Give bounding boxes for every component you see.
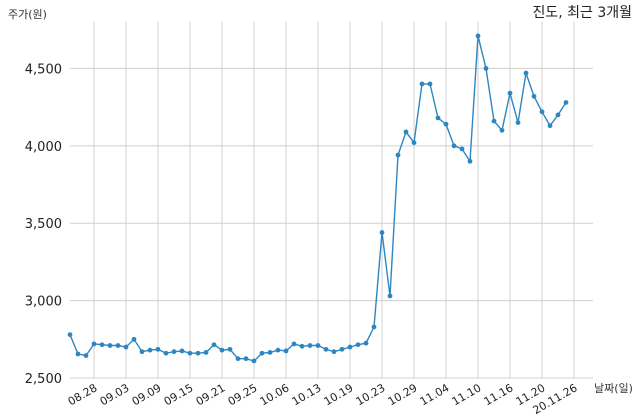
data-point xyxy=(83,353,89,358)
data-point xyxy=(211,342,217,348)
data-point xyxy=(91,341,97,347)
y-axis-ticks: 2,500 3,000 3,500 4,000 4,500 xyxy=(25,62,62,387)
data-point xyxy=(339,346,345,352)
x-tick-label: 10.13 xyxy=(290,381,324,408)
data-point xyxy=(395,152,401,158)
data-point xyxy=(379,230,385,235)
data-point xyxy=(243,356,249,362)
data-point xyxy=(267,350,273,355)
x-tick-label: 10.23 xyxy=(354,381,388,408)
data-point xyxy=(299,343,305,349)
data-point xyxy=(139,349,145,355)
data-point xyxy=(555,112,561,118)
data-point xyxy=(283,348,289,354)
data-point xyxy=(459,146,465,152)
data-point xyxy=(131,336,137,342)
x-axis-label: 날짜(일) xyxy=(594,381,633,395)
data-point xyxy=(179,348,185,354)
data-point xyxy=(435,115,441,121)
y-tick-label: 4,500 xyxy=(25,62,62,77)
data-point xyxy=(403,129,409,135)
data-point xyxy=(171,349,177,355)
data-point xyxy=(515,120,521,126)
x-tick-label: 09.03 xyxy=(98,381,132,408)
data-point xyxy=(323,346,329,352)
data-point xyxy=(75,351,81,357)
data-point xyxy=(235,356,241,362)
data-point xyxy=(331,349,337,355)
data-point xyxy=(155,346,161,352)
data-point xyxy=(491,118,497,124)
x-tick-label: 09.15 xyxy=(162,381,196,408)
y-axis-label: 주가(원) xyxy=(8,8,47,21)
data-point xyxy=(531,93,537,99)
grid xyxy=(70,22,593,379)
y-tick-label: 3,500 xyxy=(25,217,62,232)
x-tick-label: 11.10 xyxy=(450,381,484,408)
data-point xyxy=(371,324,377,330)
data-point xyxy=(499,127,505,133)
data-point xyxy=(187,350,193,356)
x-tick-label: 09.09 xyxy=(130,381,164,408)
x-axis-ticks: 08.2809.0309.0909.1509.2109.2510.0610.13… xyxy=(66,381,580,417)
data-point xyxy=(123,344,129,350)
x-tick-label: 09.21 xyxy=(194,381,228,408)
data-point xyxy=(203,350,209,355)
data-point xyxy=(147,347,153,353)
data-point xyxy=(523,70,529,76)
data-point xyxy=(539,109,545,115)
data-point xyxy=(275,347,281,353)
data-point xyxy=(411,140,417,146)
data-point xyxy=(195,350,201,356)
series-layer xyxy=(67,33,569,364)
data-point xyxy=(427,81,433,87)
x-tick-label: 10.29 xyxy=(386,381,420,408)
data-point xyxy=(387,293,393,299)
data-point xyxy=(547,123,553,129)
y-tick-label: 3,000 xyxy=(25,295,62,310)
data-point xyxy=(475,33,481,39)
data-point xyxy=(363,340,369,346)
data-point xyxy=(291,341,297,347)
x-tick-label: 11.16 xyxy=(482,381,516,408)
data-point xyxy=(355,342,361,348)
chart-title: 진도, 최근 3개월 xyxy=(532,5,632,21)
data-point xyxy=(219,347,225,353)
data-point xyxy=(251,358,257,364)
x-tick-label: 10.06 xyxy=(258,381,292,408)
data-point xyxy=(107,343,113,348)
data-point xyxy=(443,121,449,127)
data-point xyxy=(419,81,425,87)
data-point xyxy=(115,343,121,348)
y-tick-label: 4,000 xyxy=(25,140,62,155)
data-point xyxy=(563,100,569,105)
data-point xyxy=(507,90,513,96)
x-tick-label: 09.25 xyxy=(226,381,260,408)
x-tick-label: 08.28 xyxy=(66,381,100,408)
data-point xyxy=(483,66,489,71)
data-point xyxy=(259,350,265,356)
data-point xyxy=(467,158,473,164)
data-point xyxy=(67,332,73,338)
data-point xyxy=(347,344,353,350)
data-point xyxy=(307,343,313,348)
data-point xyxy=(227,346,233,352)
x-tick-label: 10.19 xyxy=(322,381,356,408)
data-point xyxy=(451,143,457,149)
x-tick-label: 11.04 xyxy=(418,381,452,408)
y-tick-label: 2,500 xyxy=(25,372,62,387)
data-point xyxy=(163,350,169,356)
data-point xyxy=(315,343,321,348)
data-point xyxy=(99,342,105,348)
